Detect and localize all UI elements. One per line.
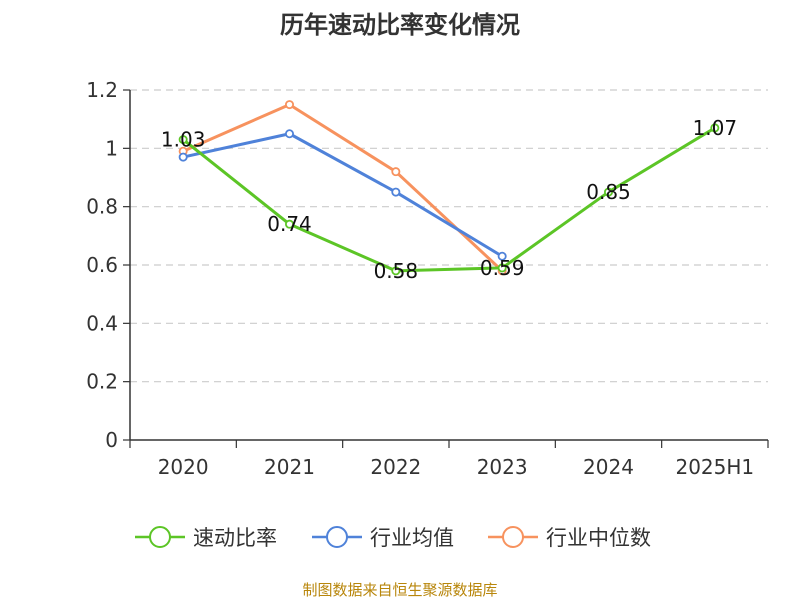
data-point (391, 187, 401, 197)
legend-item-0[interactable]: 速动比率 (135, 526, 277, 550)
series-line-2 (182, 103, 504, 272)
x-tick-label: 2021 (264, 455, 315, 479)
data-point (604, 187, 614, 197)
data-label: 1.07 (693, 116, 738, 140)
x-tick-label: 2022 (370, 455, 421, 479)
source-note: 制图数据来自恒生聚源数据库 (302, 581, 497, 599)
series-layer (178, 100, 720, 276)
y-tick-label: 0.4 (86, 311, 118, 335)
data-point (710, 123, 720, 133)
legend-marker (326, 526, 348, 548)
y-tick-label: 1.2 (86, 78, 118, 102)
x-tick-label: 2020 (158, 455, 209, 479)
data-point (178, 152, 188, 162)
data-label: 0.74 (267, 212, 312, 236)
legend-label: 行业中位数 (546, 526, 651, 550)
legend[interactable]: 速动比率 行业均值 行业中位数 (135, 526, 651, 550)
data-point (497, 263, 507, 273)
data-labels: 1.03 0.74 0.58 0.59 0.85 1.07 (161, 116, 737, 283)
data-point (391, 167, 401, 177)
legend-marker (149, 526, 171, 548)
grid (130, 89, 768, 383)
y-tick-label: 0.8 (86, 195, 118, 219)
chart-title: 历年速动比率变化情况 (280, 11, 520, 39)
x-tick-label: 2024 (583, 455, 634, 479)
x-tick-label: 2025H1 (675, 455, 754, 479)
y-tick-label: 0 (105, 428, 118, 452)
data-point (391, 266, 401, 276)
data-point (284, 219, 294, 229)
legend-item-1[interactable]: 行业均值 (312, 526, 454, 550)
y-tick-label: 0.6 (86, 253, 118, 277)
data-label: 0.59 (480, 256, 525, 280)
data-point (497, 251, 507, 261)
series-line-1 (182, 132, 503, 258)
legend-item-2[interactable]: 行业中位数 (488, 526, 651, 550)
legend-label: 行业均值 (370, 526, 454, 550)
series-line-0 (182, 126, 716, 273)
data-point (284, 129, 294, 139)
x-tick-label: 2023 (477, 455, 528, 479)
data-label: 0.85 (586, 180, 631, 204)
y-tick-label: 0.2 (86, 370, 118, 394)
data-label: 0.58 (374, 259, 419, 283)
legend-label: 速动比率 (193, 526, 277, 550)
data-point (284, 100, 294, 110)
axes: 0 0.2 0.4 0.6 0.8 1 1.2 2020 2021 2022 2023 2024 202… (86, 78, 769, 479)
data-label: 1.03 (161, 128, 206, 152)
data-point (178, 135, 188, 145)
legend-marker (502, 526, 524, 548)
y-tick-label: 1 (105, 136, 118, 160)
